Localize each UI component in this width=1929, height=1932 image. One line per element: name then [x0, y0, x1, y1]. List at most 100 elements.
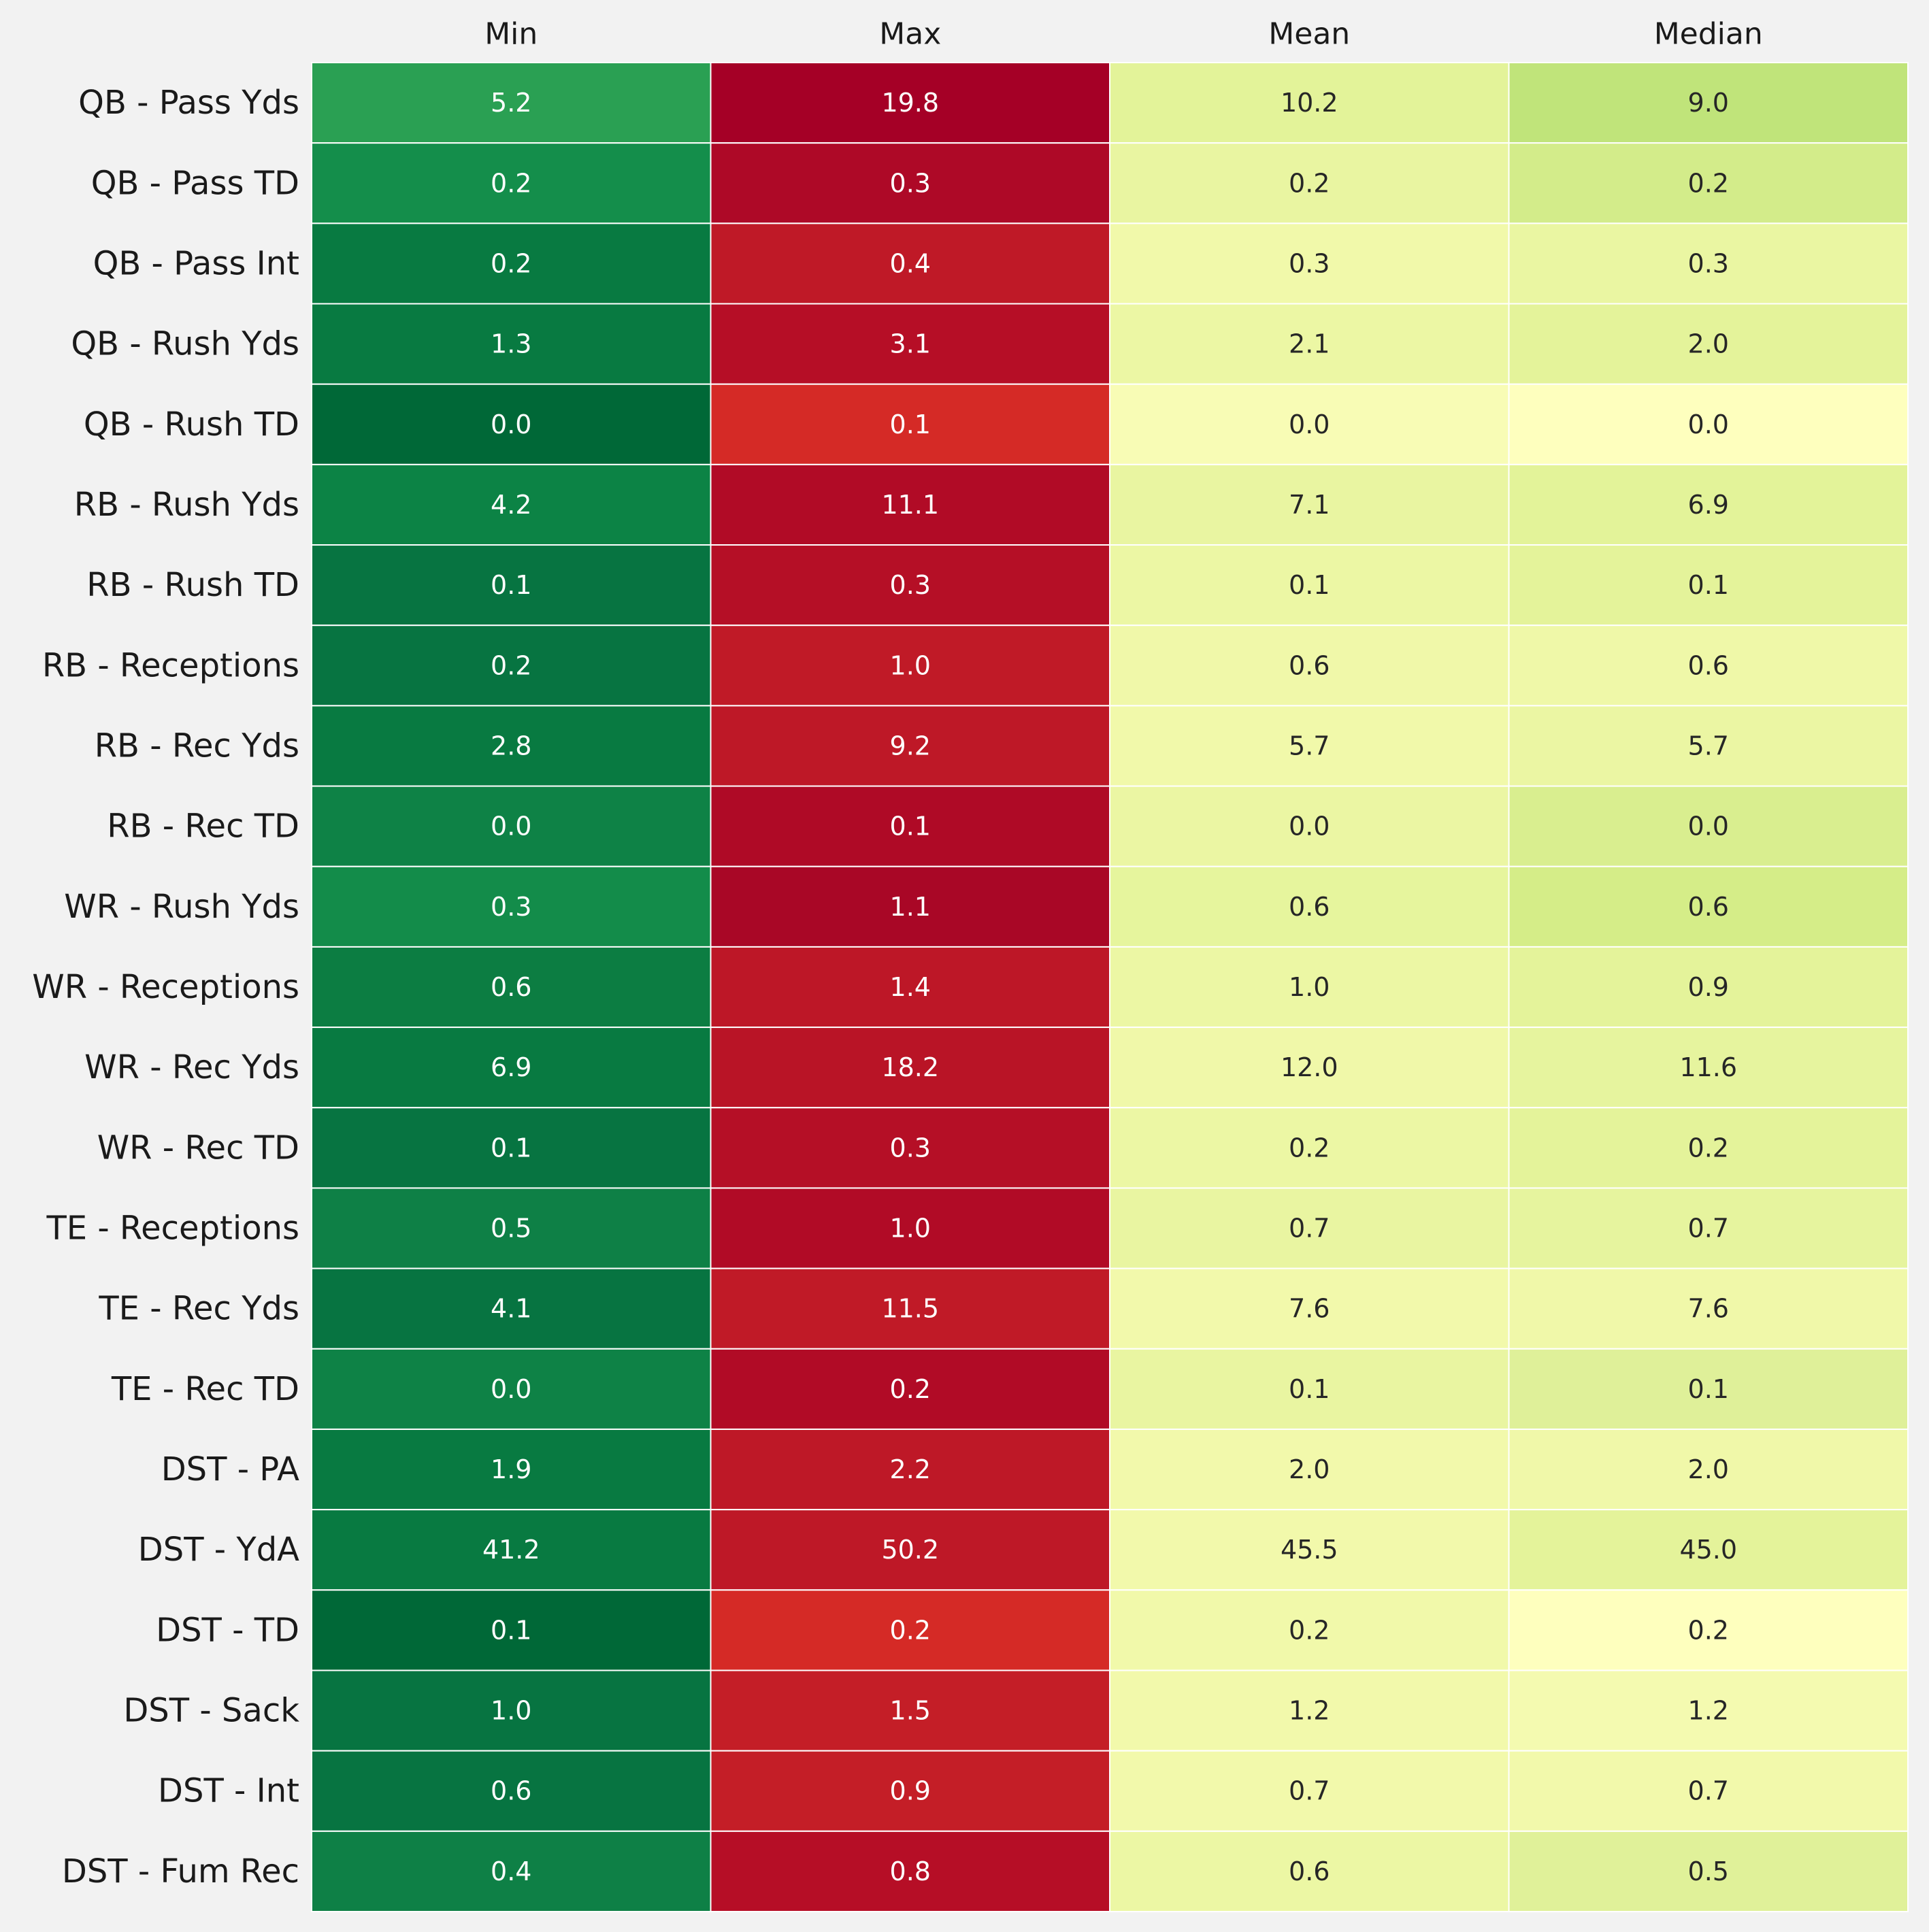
- heatmap-cell-qb-rush-yds-min: [311, 303, 712, 385]
- heatmap-value-label: 7.1: [1289, 490, 1330, 520]
- heatmap-cell-wr-rush-yds-min: [311, 865, 712, 948]
- heatmap-cell-dst-fum-rec-mean: [1109, 1830, 1510, 1913]
- heatmap-cell-dst-int-max: [710, 1750, 1110, 1832]
- heatmap-value-label: 0.3: [1688, 248, 1729, 278]
- heatmap-cell-wr-receptions-max: [710, 946, 1110, 1029]
- row-label-dst-pa: DST - PA: [161, 1450, 299, 1488]
- heatmap-value-label: 11.6: [1679, 1052, 1737, 1082]
- heatmap-cell-rb-receptions-max: [710, 624, 1110, 707]
- heatmap-value-label: 1.1: [890, 892, 931, 922]
- row-label-wr-receptions: WR - Receptions: [32, 968, 299, 1006]
- heatmap-value-label: 0.2: [491, 650, 531, 680]
- heatmap-value-label: 0.1: [1688, 1374, 1729, 1404]
- heatmap-value-label: 0.3: [890, 168, 931, 198]
- heatmap-value-label: 1.4: [890, 972, 931, 1002]
- column-tick-labels: Min Max Mean Median: [484, 17, 1763, 52]
- heatmap-value-label: 0.7: [1688, 1214, 1729, 1244]
- heatmap-value-label: 45.5: [1281, 1535, 1338, 1565]
- heatmap-value-label: 0.0: [491, 1374, 531, 1404]
- heatmap-cell-dst-int-mean: [1109, 1750, 1510, 1832]
- heatmap-value-label: 1.0: [1289, 972, 1330, 1002]
- heatmap-value-label: 3.1: [890, 329, 931, 359]
- column-label-mean: Mean: [1268, 17, 1350, 52]
- heatmap-value-label: 0.6: [1688, 892, 1729, 922]
- heatmap-value-label: 18.2: [881, 1052, 939, 1082]
- heatmap-cell-qb-rush-yds-max: [710, 303, 1110, 385]
- heatmap-value-label: 0.1: [890, 812, 931, 842]
- heatmap-cell-wr-rush-yds-median: [1508, 865, 1909, 948]
- heatmap-cell-wr-rec-td-mean: [1109, 1107, 1510, 1189]
- heatmap-value-label: 0.1: [491, 1133, 531, 1163]
- heatmap-value-label: 0.0: [1289, 812, 1330, 842]
- heatmap-cell-dst-fum-rec-median: [1508, 1830, 1909, 1913]
- heatmap-value-label: 0.2: [1688, 168, 1729, 198]
- heatmap-value-label: 0.1: [890, 410, 931, 439]
- heatmap-value-label: 0.0: [491, 812, 531, 842]
- heatmap-cell-dst-yda-min: [311, 1509, 712, 1591]
- heatmap-cell-dst-td-min: [311, 1589, 712, 1671]
- row-label-dst-int: DST - Int: [158, 1772, 299, 1810]
- heatmap-cell-qb-pass-yds-max: [710, 62, 1110, 144]
- heatmap-value-label: 50.2: [881, 1535, 939, 1565]
- heatmap-value-label: 0.2: [1289, 1133, 1330, 1163]
- row-label-te-receptions: TE - Receptions: [46, 1210, 299, 1248]
- heatmap-value-label: 0.7: [1289, 1214, 1330, 1244]
- heatmap-value-label: 1.3: [491, 329, 531, 359]
- heatmap-cell-qb-pass-int-max: [710, 222, 1110, 305]
- heatmap-value-label: 0.1: [491, 570, 531, 600]
- heatmap-cell-te-receptions-max: [710, 1187, 1110, 1269]
- heatmap-cell-wr-receptions-median: [1508, 946, 1909, 1029]
- heatmap-value-label: 0.3: [890, 1133, 931, 1163]
- heatmap-cell-rb-rush-td-median: [1508, 544, 1909, 627]
- heatmap-value-label: 6.9: [1688, 490, 1729, 520]
- heatmap-value-label: 2.2: [890, 1454, 931, 1484]
- row-label-rb-receptions: RB - Receptions: [42, 646, 299, 684]
- heatmap-cells: [311, 62, 1909, 1913]
- heatmap-cell-wr-rec-td-min: [311, 1107, 712, 1189]
- heatmap-value-label: 0.1: [1289, 570, 1330, 600]
- heatmap-value-label: 0.3: [890, 570, 931, 600]
- heatmap-value-label: 0.8: [890, 1856, 931, 1886]
- heatmap-cell-rb-rec-yds-median: [1508, 705, 1909, 787]
- heatmap-value-label: 11.1: [881, 490, 939, 520]
- heatmap-value-label: 4.1: [491, 1294, 531, 1324]
- heatmap-value-label: 5.7: [1688, 731, 1729, 761]
- heatmap-cell-rb-rush-yds-mean: [1109, 463, 1510, 546]
- heatmap-value-label: 0.6: [1688, 650, 1729, 680]
- row-label-rb-rush-td: RB - Rush TD: [86, 566, 299, 604]
- row-label-qb-pass-td: QB - Pass TD: [91, 164, 299, 202]
- heatmap-value-label: 1.0: [491, 1696, 531, 1726]
- heatmap-value-label: 2.0: [1289, 1454, 1330, 1484]
- heatmap-cell-dst-int-min: [311, 1750, 712, 1832]
- heatmap-value-label: 0.4: [491, 1856, 531, 1886]
- heatmap-cell-dst-yda-max: [710, 1509, 1110, 1591]
- heatmap-value-label: 0.5: [491, 1214, 531, 1244]
- row-label-rb-rec-td: RB - Rec TD: [107, 807, 299, 846]
- heatmap-cell-qb-rush-td-mean: [1109, 383, 1510, 465]
- heatmap-cell-te-rec-td-mean: [1109, 1348, 1510, 1430]
- heatmap-cell-rb-rush-yds-median: [1508, 463, 1909, 546]
- heatmap-cell-dst-yda-median: [1508, 1509, 1909, 1591]
- heatmap-cell-qb-pass-yds-median: [1508, 62, 1909, 144]
- heatmap-value-label: 0.6: [1289, 892, 1330, 922]
- heatmap-cell-rb-rush-td-max: [710, 544, 1110, 627]
- heatmap-cell-rb-rec-td-mean: [1109, 785, 1510, 867]
- heatmap-value-label: 12.0: [1281, 1052, 1338, 1082]
- heatmap-cell-dst-int-median: [1508, 1750, 1909, 1832]
- column-label-max: Max: [879, 17, 941, 52]
- heatmap-cell-wr-rec-yds-min: [311, 1027, 712, 1109]
- heatmap-value-label: 0.7: [1289, 1776, 1330, 1806]
- heatmap-value-label: 7.6: [1688, 1294, 1729, 1324]
- heatmap-cell-te-rec-td-median: [1508, 1348, 1909, 1430]
- heatmap-value-label: 19.8: [881, 88, 939, 118]
- heatmap-cell-wr-rec-yds-median: [1508, 1027, 1909, 1109]
- heatmap-cell-te-receptions-mean: [1109, 1187, 1510, 1269]
- heatmap-value-label: 0.0: [491, 410, 531, 439]
- row-label-qb-rush-td: QB - Rush TD: [84, 405, 299, 444]
- heatmap-cell-dst-yda-mean: [1109, 1509, 1510, 1591]
- row-label-wr-rush-yds: WR - Rush Yds: [64, 888, 299, 926]
- heatmap-value-label: 0.1: [1289, 1374, 1330, 1404]
- heatmap-cell-rb-rec-yds-mean: [1109, 705, 1510, 787]
- heatmap-cell-te-receptions-median: [1508, 1187, 1909, 1269]
